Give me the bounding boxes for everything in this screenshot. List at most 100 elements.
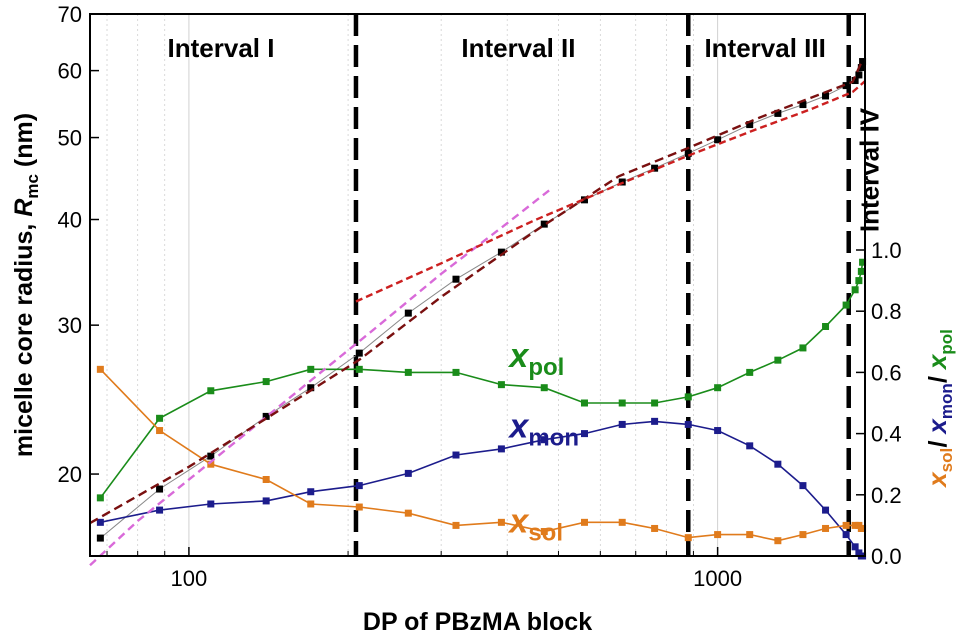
data-point-x_mon bbox=[842, 531, 850, 539]
x-tick-label: 100 bbox=[171, 566, 208, 591]
y-left-title-unit: (nm) bbox=[10, 113, 38, 174]
data-point-rmc bbox=[262, 412, 270, 420]
data-point-x_sol bbox=[404, 509, 412, 517]
series-label-sub: pol bbox=[528, 354, 564, 381]
y-right-title-separator: / bbox=[924, 434, 952, 448]
data-point-x_pol bbox=[851, 286, 859, 294]
data-point-x_sol bbox=[355, 503, 363, 511]
data-point-x_mon bbox=[774, 460, 782, 468]
data-point-x_sol bbox=[540, 528, 548, 536]
data-point-x_sol bbox=[580, 518, 588, 526]
data-point-x_pol bbox=[497, 381, 505, 389]
data-point-x_pol bbox=[452, 368, 460, 376]
data-point-x_pol bbox=[96, 494, 104, 502]
data-point-x_mon bbox=[497, 445, 505, 453]
series-line-x_pol bbox=[99, 262, 864, 499]
data-point-rmc bbox=[859, 58, 867, 66]
y-right-tick-label: 0.2 bbox=[871, 483, 902, 508]
y-left-title-symbol: R bbox=[10, 199, 38, 217]
data-point-x_sol bbox=[207, 460, 215, 468]
data-point-x_mon bbox=[618, 420, 626, 428]
data-point-rmc bbox=[714, 136, 722, 144]
data-point-x_mon bbox=[156, 506, 164, 514]
data-point-x_sol bbox=[851, 521, 859, 529]
data-point-x_pol bbox=[799, 344, 807, 352]
data-point-x_pol bbox=[540, 384, 548, 392]
data-point-x_mon bbox=[404, 469, 412, 477]
y-right-axis-title: xsol / xmon / xpol bbox=[922, 329, 956, 489]
series-fit-fit_red bbox=[355, 80, 866, 303]
data-point-x_mon bbox=[822, 506, 830, 514]
chart-labels: DP of PBzMA block micelle core radius, Rm… bbox=[10, 33, 956, 636]
data-point-x_mon bbox=[851, 543, 859, 551]
plot-frame bbox=[89, 13, 866, 557]
y-left-title-sub: mc bbox=[23, 174, 42, 199]
data-point-x_sol bbox=[842, 521, 850, 529]
interval-boundaries bbox=[353, 14, 851, 556]
data-point-rmc bbox=[355, 349, 363, 357]
data-point-x_mon bbox=[307, 488, 315, 496]
y-right-tick-label: 0.4 bbox=[871, 422, 902, 447]
grid-lines bbox=[106, 14, 719, 556]
series-label-mon: xmon bbox=[507, 407, 579, 451]
data-point-x_pol bbox=[355, 365, 363, 373]
y-right-title-sub: sol bbox=[937, 448, 956, 473]
data-point-rmc bbox=[842, 82, 850, 90]
data-point-rmc bbox=[799, 101, 807, 109]
data-point-x_sol bbox=[774, 537, 782, 545]
series-line-rmc bbox=[100, 61, 864, 539]
y-left-tick-label: 20 bbox=[58, 462, 82, 487]
data-point-x_sol bbox=[651, 524, 659, 532]
interval-label: Interval III bbox=[704, 33, 825, 63]
data-point-rmc bbox=[404, 309, 412, 317]
data-point-rmc bbox=[452, 275, 460, 283]
data-point-x_sol bbox=[822, 524, 830, 532]
data-point-x_sol bbox=[156, 427, 164, 435]
data-point-x_pol bbox=[156, 414, 164, 422]
y-left-title-main: micelle core radius, bbox=[10, 217, 38, 457]
data-point-x_sol bbox=[452, 521, 460, 529]
interval-label: Interval II bbox=[461, 33, 575, 63]
series-fit-fit_darkred bbox=[89, 59, 864, 525]
data-point-x_pol bbox=[207, 387, 215, 395]
y-right-tick-label: 0.8 bbox=[871, 299, 902, 324]
data-point-rmc bbox=[96, 534, 104, 542]
data-point-x_sol bbox=[799, 531, 807, 539]
data-point-x_pol bbox=[859, 258, 867, 266]
data-point-x_sol bbox=[714, 531, 722, 539]
data-point-x_pol bbox=[746, 368, 754, 376]
x-tick-label: 1000 bbox=[693, 566, 742, 591]
series-label-sub: sol bbox=[528, 519, 563, 546]
y-right-title-main: x bbox=[922, 353, 952, 371]
y-right-tick-label: 1.0 bbox=[871, 238, 902, 263]
data-point-x_sol bbox=[262, 476, 270, 483]
y-left-tick-label: 60 bbox=[58, 59, 82, 84]
y-left-axis-title: micelle core radius, Rmc (nm) bbox=[10, 113, 42, 457]
data-point-x_pol bbox=[684, 393, 692, 401]
data-point-rmc bbox=[307, 384, 315, 392]
series-layer bbox=[89, 58, 867, 567]
data-point-x_pol bbox=[307, 365, 315, 373]
data-point-rmc bbox=[851, 77, 859, 85]
data-point-x_pol bbox=[618, 399, 626, 407]
data-point-x_sol bbox=[618, 518, 626, 526]
data-point-x_pol bbox=[855, 277, 863, 285]
interval-label: Interval IV bbox=[855, 107, 885, 232]
data-point-x_mon bbox=[799, 482, 807, 490]
data-point-x_mon bbox=[452, 451, 460, 459]
y-left-tick-label: 70 bbox=[58, 2, 82, 27]
data-point-x_mon bbox=[684, 420, 692, 428]
data-point-x_sol bbox=[96, 365, 104, 373]
data-point-x_sol bbox=[684, 534, 692, 542]
data-point-x_pol bbox=[262, 378, 270, 386]
data-point-rmc bbox=[207, 452, 215, 460]
data-point-rmc bbox=[684, 149, 692, 157]
data-point-x_mon bbox=[714, 427, 722, 435]
x-axis-title: DP of PBzMA block bbox=[363, 608, 592, 636]
series-fit-fit_pink bbox=[89, 189, 550, 567]
data-point-x_sol bbox=[746, 531, 754, 539]
axis-ticks: 100 1000 20 30 40 50 60 70 0.0 0.2 0.4 0.6 0.8 1.0 bbox=[58, 2, 902, 591]
y-right-title-sub: mon bbox=[937, 383, 956, 419]
y-right-title-main: x bbox=[922, 471, 952, 489]
